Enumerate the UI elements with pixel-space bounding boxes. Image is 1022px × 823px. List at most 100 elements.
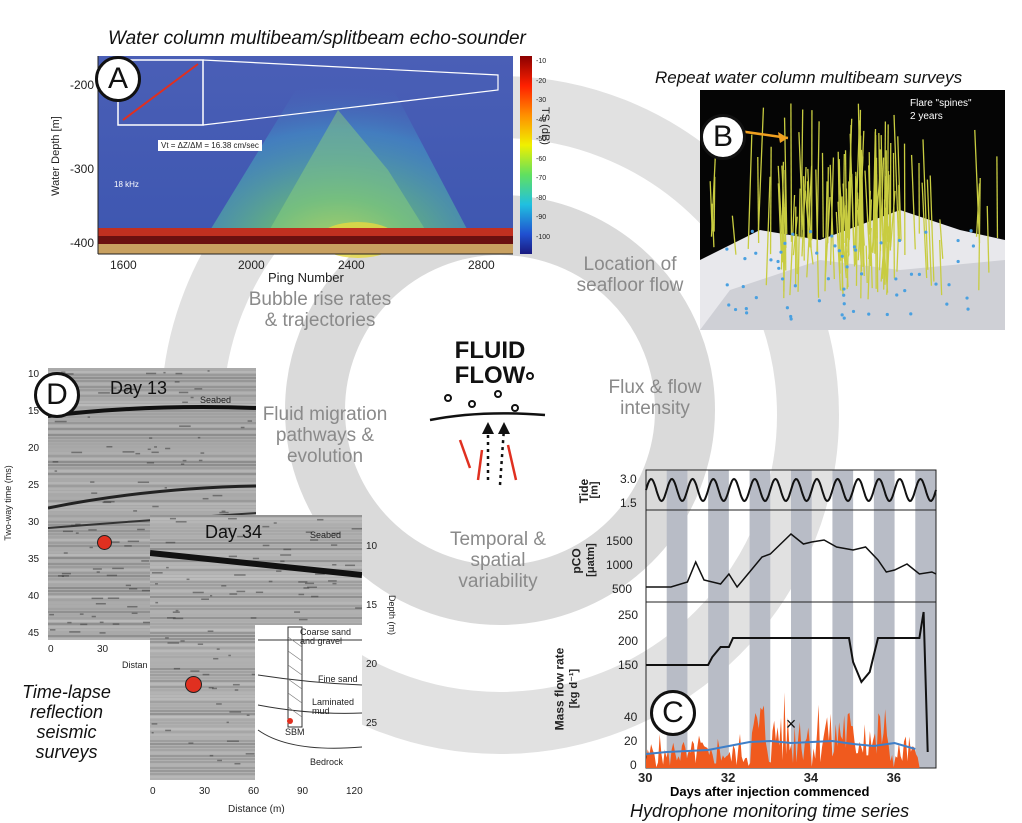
day34-label: Day 34 [205, 522, 263, 542]
panel-a-ylabel: Water Depth [m] [49, 116, 62, 196]
day13-seabed-label: Seabed [200, 395, 232, 405]
panel-a-xtick: 2800 [468, 258, 495, 272]
colorbar-tick: -40 [536, 116, 547, 124]
day34-seep-marker [185, 676, 202, 693]
night-band [915, 470, 936, 768]
layer-coarse-sand: Coarse sand and gravel [300, 627, 352, 647]
colorbar-tick: -90 [536, 214, 547, 221]
day34-ytick: 10 [366, 541, 378, 552]
panel-c-xtick: 30 [638, 770, 653, 785]
colorbar-tick: -20 [536, 77, 547, 85]
flow-label: Mass flow rate [552, 647, 567, 731]
night-band [832, 470, 854, 768]
echogram-chart [97, 56, 532, 258]
panel-b-title: Repeat water column multibeam surveys [655, 68, 963, 87]
pco2-tick: 500 [612, 582, 633, 596]
day34-ytick: 20 [366, 659, 378, 670]
day13-xtick: 30 [97, 644, 109, 655]
label-migration: Fluid migration pathways & evolution [262, 404, 388, 467]
panel-d-day34 [150, 515, 362, 780]
center-title-line2: FLOW [454, 362, 526, 390]
flow-fill [646, 692, 920, 768]
day34-xtick: 60 [248, 786, 260, 797]
flare-3d-view [700, 103, 1005, 330]
day34-xlabel: Distance (m) [228, 804, 285, 815]
colorbar-tick: -30 [536, 97, 547, 104]
panel-c-xtick: 32 [720, 770, 736, 785]
center-title: FLUID FLOW [435, 338, 545, 390]
seismic-day34 [150, 515, 362, 780]
panel-a-ytick: -200 [70, 78, 95, 92]
day13-ytick: 40 [28, 591, 40, 602]
colorbar-tick: -100 [536, 233, 551, 241]
day13-ytick: 45 [28, 628, 40, 639]
day34-ytick: 25 [366, 718, 378, 729]
panel-a-xtick: 2000 [238, 258, 265, 272]
flow-tick: 0 [630, 758, 637, 772]
day13-label: Day 13 [110, 378, 168, 398]
tide-tick: 3.0 [620, 472, 637, 486]
panel-a-ytick: -300 [70, 162, 95, 176]
panel-a-freq: 18 kHz [114, 180, 139, 189]
day34-xtick: 90 [297, 786, 309, 797]
layer-sbm: SBM [285, 727, 305, 737]
panel-c-xtick: 34 [803, 770, 819, 785]
panel-c-title: Hydrophone monitoring time series [630, 801, 910, 821]
trend-line [645, 739, 916, 755]
pco2-line [646, 533, 937, 589]
flow-tick: 40 [624, 710, 638, 724]
tide-unit: [m] [588, 481, 601, 499]
panel-a: Vt = ΔZ/ΔM = 16.38 cm/sec 18 kHz -200 -3… [50, 50, 558, 285]
day34-xtick: 0 [150, 786, 156, 797]
panel-b-annotation-1: Flare "spines" [910, 98, 972, 109]
flow-tick: 250 [618, 608, 639, 622]
tide-tick: 1.5 [620, 496, 637, 510]
pco2-tick: 1000 [606, 558, 633, 572]
layer-laminated-mud: Laminated mud [312, 697, 355, 717]
day13-ytick: 10 [28, 369, 40, 380]
label-flux: Flux & flow intensity [608, 377, 702, 419]
day13-seep-marker [97, 535, 112, 550]
panel-a-label: A [95, 56, 141, 102]
hydrophone-time-series: × [645, 469, 937, 769]
day13-xlabel: Distan [122, 660, 148, 670]
panel-c-xlabel: Days after injection commenced [670, 784, 870, 799]
day34-xtick: 30 [199, 786, 211, 797]
colorbar-tick: -80 [536, 194, 547, 202]
colorbar-tick: -50 [536, 136, 547, 143]
flow-tick: 150 [618, 658, 639, 672]
layer-bedrock: Bedrock [310, 757, 344, 767]
pco2-label: pCO [569, 548, 584, 574]
night-band [749, 470, 771, 768]
day34-ylabel: Depth (m) [387, 594, 398, 636]
panel-b-annotation-2: 2 years [910, 111, 943, 122]
panel-a-ytick: -400 [70, 236, 95, 250]
day13-ytick: 20 [28, 443, 40, 454]
day13-ytick: 35 [28, 554, 40, 565]
pco2-tick: 1500 [606, 534, 633, 548]
panel-a-xtick: 1600 [110, 258, 137, 272]
panel-c-label: C [650, 690, 696, 736]
colorbar-tick: -60 [536, 155, 547, 163]
panel-c: × 3.0 1.5 1500 1000 500 250 200 150 40 20 0 30 32 34 3… [552, 462, 1020, 802]
day13-ytick: 25 [28, 480, 40, 491]
label-temporal: Temporal & spatial variability [449, 529, 547, 592]
pco2-unit: [μatm] [584, 543, 597, 577]
flow-marker: × [786, 714, 797, 734]
panel-d-label: D [34, 372, 80, 418]
day13-xtick: 0 [48, 644, 54, 655]
flow-tick: 20 [624, 734, 638, 748]
day34-xtick: 120 [346, 786, 363, 797]
day13-ylabel: Two-way time (ms) [2, 465, 13, 541]
day13-ytick: 30 [28, 517, 40, 528]
colorbar-tick: -70 [536, 175, 547, 182]
tide-line [645, 477, 937, 503]
day34-seabed-label: Seabed [310, 530, 342, 540]
fluid-flow-icon [429, 372, 546, 486]
panel-d-title: Time-lapse reflection seismic surveys [22, 682, 111, 763]
panel-c-xtick: 36 [886, 770, 902, 785]
mass-flow-line [646, 611, 929, 753]
label-bubble-rise: Bubble rise rates & trajectories [248, 289, 392, 331]
night-band [791, 470, 812, 768]
day34-ytick: 15 [366, 600, 378, 611]
